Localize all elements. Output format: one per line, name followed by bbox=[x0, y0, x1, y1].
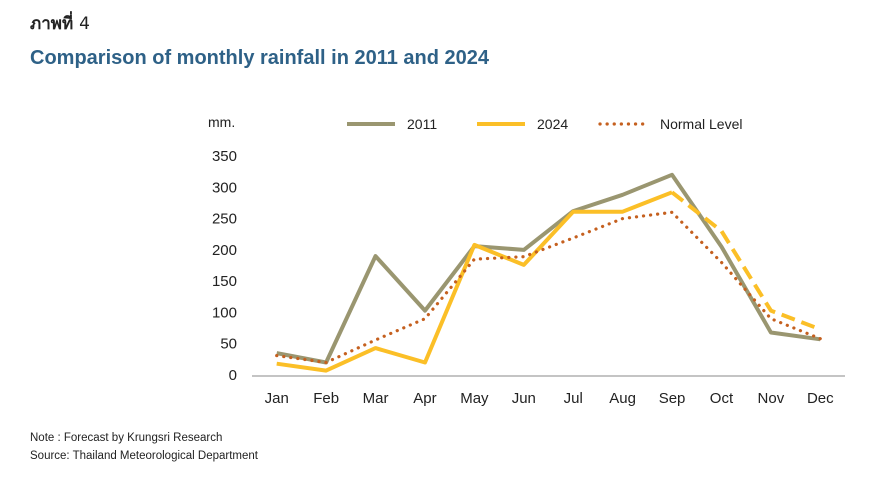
series-line-2024 bbox=[276, 190, 673, 373]
figure-label: ภาพที่ 4 bbox=[30, 10, 90, 37]
y-tick-label-200: 200 bbox=[212, 242, 237, 259]
x-tick-label-jul: Jul bbox=[564, 390, 583, 407]
x-tick-label-oct: Oct bbox=[710, 390, 734, 407]
y-tick-label-100: 100 bbox=[212, 304, 237, 321]
chart-title: Comparison of monthly rainfall in 2011 a… bbox=[30, 47, 490, 69]
x-axis-tick-labels: Jan Feb Mar Apr May Jun Jul Aug Sep Oct Nov Dec bbox=[265, 390, 835, 407]
legend-label-normal-level: Normal Level bbox=[660, 116, 742, 132]
series-line-normal-level bbox=[275, 210, 822, 365]
x-tick-label-may: May bbox=[460, 390, 489, 407]
x-tick-label-dec: Dec bbox=[807, 390, 834, 407]
legend: 2011 2024 Normal Level bbox=[347, 116, 742, 132]
x-tick-label-aug: Aug bbox=[609, 390, 636, 407]
y-tick-label-50: 50 bbox=[220, 336, 237, 353]
source-note: Source: Thailand Meteorological Departme… bbox=[30, 450, 258, 462]
x-tick-label-feb: Feb bbox=[313, 390, 339, 407]
legend-label-2024: 2024 bbox=[537, 116, 568, 132]
figure-number: 4 bbox=[79, 14, 90, 34]
x-tick-label-mar: Mar bbox=[363, 390, 389, 407]
y-tick-label-0: 0 bbox=[229, 367, 237, 384]
legend-label-2011: 2011 bbox=[407, 116, 437, 132]
y-tick-label-350: 350 bbox=[212, 148, 237, 165]
y-axis-tick-labels: 0 50 100 150 200 250 300 350 bbox=[212, 148, 237, 384]
x-tick-label-apr: Apr bbox=[413, 390, 436, 407]
figure-label-text: ภาพที่ bbox=[30, 14, 74, 34]
y-tick-label-250: 250 bbox=[212, 211, 237, 228]
forecast-note: Note : Forecast by Krungsri Research bbox=[30, 432, 223, 444]
x-tick-label-jan: Jan bbox=[265, 390, 289, 407]
series-line-2024-forecast bbox=[670, 190, 822, 332]
y-axis-unit-label: mm. bbox=[208, 114, 236, 130]
y-tick-label-150: 150 bbox=[212, 273, 237, 290]
y-tick-label-300: 300 bbox=[212, 179, 237, 196]
x-tick-label-sep: Sep bbox=[659, 390, 686, 407]
series-line-2011 bbox=[276, 172, 821, 365]
series-layer bbox=[275, 172, 822, 373]
x-tick-label-nov: Nov bbox=[758, 390, 785, 407]
x-tick-label-jun: Jun bbox=[512, 390, 536, 407]
